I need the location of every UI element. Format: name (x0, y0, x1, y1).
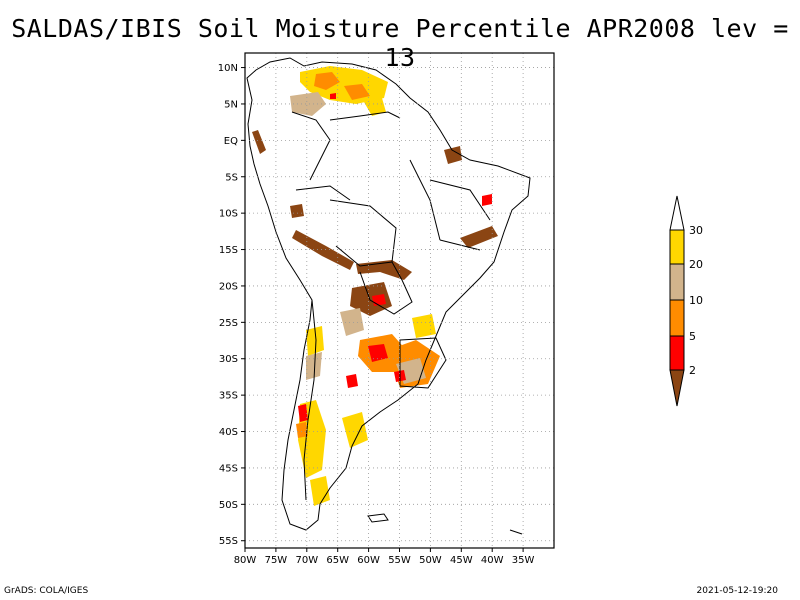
colorbar-bin-20 (669, 263, 685, 301)
shade-patagonia-orange (296, 422, 308, 438)
border-uruguay (399, 337, 447, 389)
colorbar-label-20: 20 (689, 258, 703, 271)
colorbar-bin-5 (669, 335, 685, 371)
lat-tick-label: EQ (224, 136, 238, 147)
shade-venezuela-orange (314, 72, 340, 90)
lon-tick-label: 35W (512, 555, 535, 566)
south-georgia (509, 529, 523, 535)
lat-tick-label: 5N (224, 99, 238, 110)
colorbar-bottom-arrow (669, 369, 685, 407)
coastline (246, 57, 531, 535)
lat-tick-label: 25S (219, 318, 238, 329)
lon-tick-label: 75W (265, 555, 288, 566)
colorbar-top-arrow (669, 195, 685, 231)
colorbar-bin-10 (669, 299, 685, 337)
lat-tick-label: 35S (219, 391, 238, 402)
shade-paraguay (350, 282, 392, 316)
lat-tick-label: 55S (219, 536, 238, 547)
shade-colombia-north (290, 92, 326, 116)
falklands (367, 513, 389, 523)
colorbar-label-2: 2 (689, 364, 696, 377)
shade-bolivia-streak (292, 230, 354, 270)
shade-red-dot-1 (330, 93, 336, 99)
shade-mg-streak (460, 226, 498, 248)
colorbar-label-5: 5 (689, 330, 696, 343)
lon-tick-label: 50W (419, 555, 442, 566)
lat-tick-label: 40S (219, 427, 238, 438)
shade-patagonia-south (310, 476, 330, 506)
lon-tick-label: 65W (326, 555, 349, 566)
lon-tick-label: 80W (234, 555, 257, 566)
shade-guyana (364, 98, 386, 116)
colorbar-label-10: 10 (689, 294, 703, 307)
lat-tick-label: 15S (219, 245, 238, 256)
lon-tick-label: 40W (481, 555, 504, 566)
border-brazil-states (409, 159, 491, 251)
shade-central-arg (306, 326, 324, 356)
lon-tick-label: 70W (295, 555, 318, 566)
graticule (244, 53, 554, 548)
shade-mato-grosso (290, 204, 304, 218)
border-colombia-brazil (291, 111, 331, 181)
border-venezuela-brazil (329, 111, 401, 121)
axis-ticks: 10N 5N EQ 5S 10S 15S 20S 25S 30S 35S 40S 45S 50S 55S 8… (218, 63, 535, 566)
shade-chaco (340, 308, 364, 336)
shade-rio-de-janeiro (482, 194, 492, 206)
shade-rs-yellow (412, 314, 436, 338)
shade-pampas-red (368, 344, 388, 362)
lat-tick-label: 50S (219, 500, 238, 511)
lat-tick-label: 20S (219, 281, 238, 292)
colorbar-label-30: 30 (689, 224, 703, 237)
lat-tick-label: 30S (219, 354, 238, 365)
south-america-coastline (246, 57, 531, 531)
lat-tick-label: 45S (219, 463, 238, 474)
shade-paraguay-red (372, 294, 386, 306)
shade-patagonia-east (342, 412, 368, 448)
border-peru-brazil (295, 185, 351, 201)
border-paraguay (359, 261, 413, 315)
lat-tick-label: 10S (219, 209, 238, 220)
shade-peru-streak (252, 130, 266, 154)
map-title: SALDAS/IBIS Soil Moisture Percentile APR… (11, 14, 789, 72)
footer-credit: GrADS: COLA/IGES (4, 586, 89, 596)
lat-tick-label: 5S (225, 172, 238, 183)
colorbar: 30 20 10 5 2 (669, 195, 703, 407)
shade-patagonia-red (298, 404, 308, 422)
shade-amazon-mouth (444, 146, 462, 164)
lon-tick-label: 55W (388, 555, 411, 566)
border-argentina-chile (303, 299, 317, 501)
shade-cuyo-red (346, 374, 358, 388)
shade-venezuela-orange-2 (344, 84, 370, 100)
percentile-shading (252, 66, 498, 506)
lat-tick-label: 10N (218, 63, 238, 74)
lon-tick-label: 45W (450, 555, 473, 566)
colorbar-bin-30 (669, 229, 685, 265)
lon-tick-label: 60W (357, 555, 380, 566)
border-bolivia (329, 199, 397, 267)
footer-timestamp: 2021-05-12-19:20 (696, 586, 779, 596)
